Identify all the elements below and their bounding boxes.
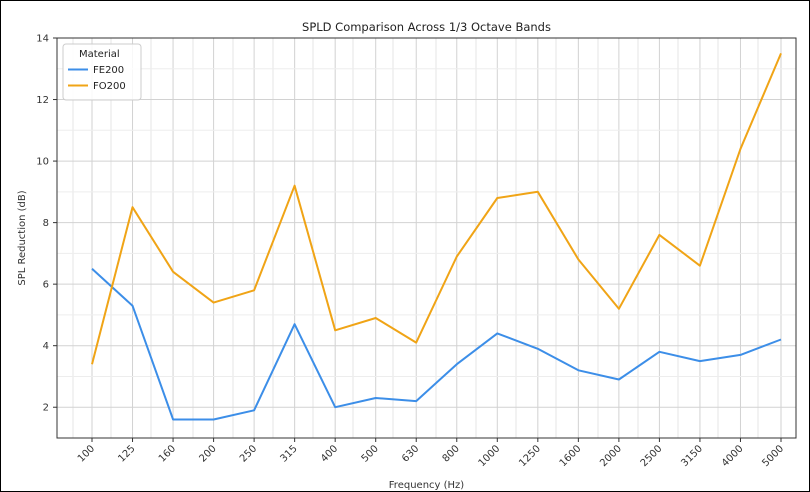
series-lines bbox=[91, 53, 782, 421]
y-tick-label: 6 bbox=[43, 280, 49, 291]
chart-title: SPLD Comparison Across 1/3 Octave Bands bbox=[302, 20, 551, 34]
x-tick-label: 250 bbox=[238, 443, 259, 464]
legend: Material FE200 FO200 bbox=[62, 43, 142, 101]
y-tick-label: 8 bbox=[43, 218, 49, 229]
x-axis-label: Frequency (Hz) bbox=[389, 480, 465, 491]
legend-title: Material bbox=[79, 49, 120, 60]
x-tick-label: 500 bbox=[360, 443, 381, 464]
grid bbox=[57, 37, 796, 438]
y-tick-label: 10 bbox=[36, 157, 49, 168]
series-line-fe200 bbox=[91, 268, 782, 421]
y-axis-label: SPL Reduction (dB) bbox=[17, 190, 28, 285]
x-tick-label: 5000 bbox=[760, 443, 786, 469]
x-tick-label: 630 bbox=[400, 443, 421, 464]
series-line-fo200 bbox=[91, 53, 782, 365]
plot-area bbox=[56, 37, 797, 439]
y-tick-label: 4 bbox=[43, 341, 49, 352]
x-tick-label: 3150 bbox=[679, 443, 705, 469]
y-tick-label: 2 bbox=[43, 403, 49, 414]
x-tick-label: 400 bbox=[319, 443, 340, 464]
x-tick-label: 200 bbox=[197, 443, 218, 464]
x-tick-label: 2500 bbox=[639, 443, 665, 469]
legend-label-fe200: FE200 bbox=[93, 65, 124, 76]
x-tick-label: 125 bbox=[116, 443, 137, 464]
x-tick-label: 1600 bbox=[558, 443, 584, 469]
x-tick-label: 1000 bbox=[477, 443, 503, 469]
x-tick-label: 800 bbox=[441, 443, 462, 464]
y-tick-label: 14 bbox=[36, 34, 49, 45]
x-tick-label: 4000 bbox=[720, 443, 746, 469]
y-axis-ticks: 2 4 6 8 10 12 14 bbox=[36, 34, 57, 414]
x-axis-ticks: 100 125 160 200 250 315 400 500 630 800 1000 1250 16… bbox=[76, 438, 786, 469]
x-tick-label: 2000 bbox=[598, 443, 624, 469]
y-tick-label: 12 bbox=[36, 95, 49, 106]
x-tick-label: 160 bbox=[157, 443, 178, 464]
x-tick-label: 315 bbox=[278, 443, 299, 464]
x-tick-label: 1250 bbox=[517, 443, 543, 469]
legend-label-fo200: FO200 bbox=[93, 81, 126, 92]
x-tick-label: 100 bbox=[76, 443, 97, 464]
